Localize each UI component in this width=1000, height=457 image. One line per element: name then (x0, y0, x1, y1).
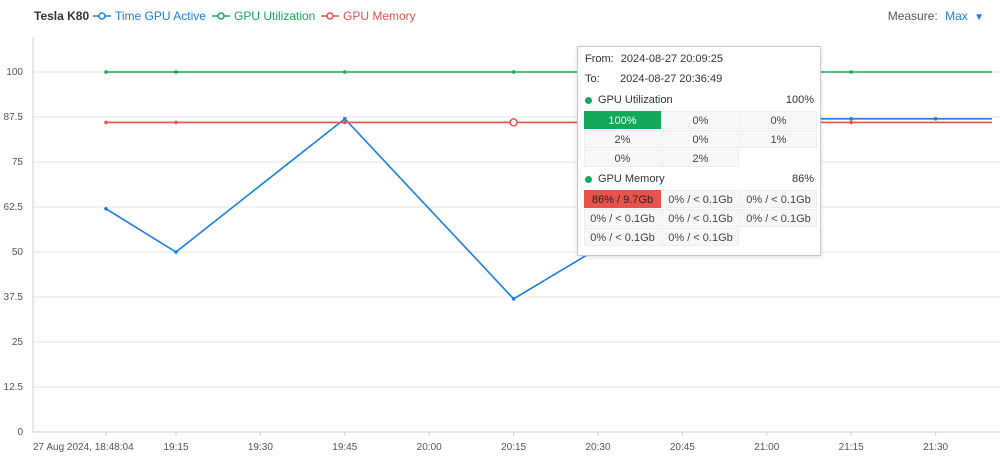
memory-cell: 0% / < 0.1Gb (662, 190, 739, 208)
data-point (104, 207, 108, 211)
data-point (104, 120, 108, 125)
legend-label: Time GPU Active (115, 9, 206, 23)
tooltip-utilization-header: GPU Utilization 100% (585, 94, 814, 106)
chevron-down-icon[interactable]: ▼ (974, 12, 984, 23)
y-tick-label: 62.5 (4, 202, 24, 213)
utilization-cell: 1% (740, 130, 817, 148)
utilization-cell: 0% (662, 111, 739, 129)
highlight-point (509, 118, 518, 127)
utilization-cell: 0% (584, 149, 661, 167)
data-point (849, 117, 853, 121)
legend-line-marker-icon (321, 12, 339, 20)
chart-tooltip: From: 2024-08-27 20:09:25 To: 2024-08-27… (577, 46, 821, 256)
measure-value[interactable]: Max (945, 9, 968, 23)
legend-item-gpu-memory[interactable]: GPU Memory (321, 9, 416, 23)
y-tick-label: 50 (12, 247, 24, 258)
status-dot-icon (585, 96, 592, 104)
y-tick-label: 25 (12, 337, 24, 348)
y-tick-label: 37.5 (4, 292, 24, 303)
to-value: 2024-08-27 20:36:49 (620, 73, 723, 85)
x-tick-label: 20:45 (670, 442, 695, 453)
utilization-cell: 100% (584, 111, 661, 129)
measure-label: Measure: (887, 9, 938, 23)
data-point (343, 117, 347, 121)
chart-header: Tesla K80 Time GPU Active GPU Utilizatio… (0, 0, 1000, 30)
memory-cell: 0% / < 0.1Gb (584, 209, 661, 227)
y-tick-label: 75 (12, 157, 24, 168)
tooltip-from: From: 2024-08-27 20:09:25 (585, 53, 723, 65)
data-point (849, 70, 853, 74)
memory-cell: 86% / 9.7Gb (584, 190, 661, 208)
series-line (105, 117, 992, 300)
legend-label: GPU Memory (343, 9, 416, 23)
x-tick-label: 19:45 (332, 442, 357, 453)
memory-cell: 0% / < 0.1Gb (662, 228, 739, 246)
y-tick-label: 0 (17, 427, 23, 438)
memory-cell: 0% / < 0.1Gb (584, 228, 661, 246)
utilization-cell: 0% (740, 111, 817, 129)
from-label: From: (585, 53, 614, 65)
data-point (174, 70, 178, 74)
memory-cell: 0% / < 0.1Gb (662, 209, 739, 227)
gpu-title: Tesla K80 (34, 9, 90, 23)
y-tick-label: 100 (6, 67, 23, 78)
x-tick-label: 20:15 (501, 442, 526, 453)
legend-line-marker-icon (212, 12, 230, 20)
from-value: 2024-08-27 20:09:25 (620, 53, 723, 65)
memory-value: 86% (791, 173, 814, 185)
legend-item-time-gpu-active[interactable]: Time GPU Active (93, 9, 206, 23)
x-tick-label: 21:15 (839, 442, 864, 453)
data-point (511, 297, 516, 301)
y-tick-label: 87.5 (4, 112, 24, 123)
measure-selector[interactable]: Measure: Max ▼ (888, 9, 984, 23)
x-tick-label: 21:00 (754, 442, 779, 453)
data-point (174, 250, 178, 254)
data-point (343, 120, 347, 125)
status-dot-icon (585, 175, 592, 183)
utilization-cell: 0% (662, 130, 739, 148)
tooltip-to: To: 2024-08-27 20:36:49 (585, 73, 722, 85)
data-point (174, 120, 178, 125)
legend-label: GPU Utilization (234, 9, 316, 23)
x-tick-label: 27 Aug 2024, 18:48:04 (33, 442, 134, 453)
x-tick-label: 20:30 (585, 442, 610, 453)
data-point (343, 70, 347, 74)
memory-cell: 0% / < 0.1Gb (740, 209, 817, 227)
data-point (511, 70, 516, 74)
data-point (933, 117, 938, 121)
legend-item-gpu-utilization[interactable]: GPU Utilization (212, 9, 315, 23)
legend-line-marker-icon (93, 12, 111, 20)
x-tick-label: 19:15 (163, 442, 188, 453)
x-tick-label: 21:30 (923, 442, 948, 453)
memory-cells: 86% / 9.7Gb 0% / < 0.1Gb 0% / < 0.1Gb 0% / … (584, 190, 817, 246)
memory-cell: 0% / < 0.1Gb (740, 190, 817, 208)
x-tick-label: 19:30 (248, 442, 273, 453)
utilization-cell: 2% (662, 149, 739, 167)
utilization-label: GPU Utilization (598, 94, 673, 106)
data-point (849, 120, 853, 125)
memory-label: GPU Memory (598, 173, 665, 185)
x-tick-label: 20:00 (417, 442, 442, 453)
tooltip-memory-header: GPU Memory 86% (585, 173, 814, 185)
to-label: To: (585, 73, 600, 85)
data-point (104, 70, 108, 74)
utilization-cell: 2% (584, 130, 661, 148)
y-tick-label: 12.5 (4, 382, 24, 393)
utilization-value: 100% (785, 94, 814, 106)
utilization-cells: 100% 0% 0% 2% 0% 1% 0% 2% (584, 111, 817, 167)
